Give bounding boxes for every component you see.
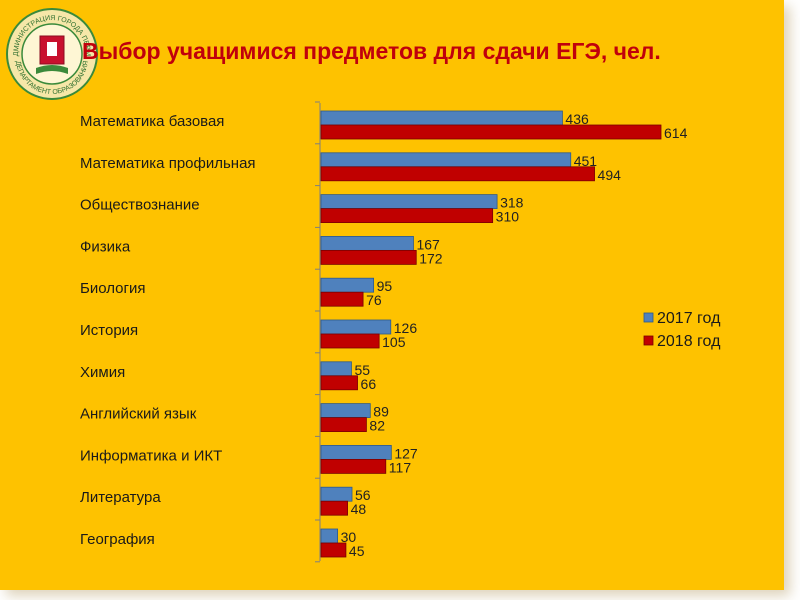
data-label: 127 <box>394 445 418 461</box>
bar-2018 <box>320 417 367 433</box>
legend-swatch-2018 <box>643 335 654 346</box>
data-label: 66 <box>361 376 377 392</box>
bar-2018 <box>320 500 348 516</box>
bar-2018 <box>320 458 387 474</box>
department-emblem-icon: АДМИНИСТРАЦИЯ ГОРОДА ПЕРМИ ДЕПАРТАМЕНТ О… <box>2 2 98 100</box>
data-label: 48 <box>351 501 367 517</box>
category-label: Математика базовая <box>80 113 224 130</box>
data-label: 318 <box>500 195 524 211</box>
category-label: Литература <box>80 489 161 506</box>
data-label: 172 <box>419 250 443 266</box>
category-label: Биология <box>80 280 145 297</box>
bar-2018 <box>320 249 417 265</box>
bar-2017 <box>320 194 498 210</box>
data-label: 56 <box>355 487 371 503</box>
data-label: 436 <box>565 111 589 127</box>
category-label: Математика профильная <box>80 155 256 172</box>
bar-2017 <box>320 444 392 460</box>
data-label: 126 <box>394 320 418 336</box>
bar-chart: Математика базовая 436 614 Математика профи… <box>80 101 721 563</box>
bar-2017 <box>320 486 353 502</box>
data-label: 55 <box>354 362 370 378</box>
data-label: 494 <box>598 167 622 183</box>
data-label: 451 <box>574 153 598 169</box>
legend-label-2017: 2017 год <box>657 310 721 327</box>
bar-2017 <box>320 403 371 419</box>
bar-2018 <box>320 208 494 224</box>
data-label: 117 <box>389 459 412 475</box>
data-label: 30 <box>341 529 357 545</box>
slide-background: АДМИНИСТРАЦИЯ ГОРОДА ПЕРМИ ДЕПАРТАМЕНТ О… <box>0 0 784 590</box>
bar-2017 <box>320 235 414 251</box>
data-label: 167 <box>416 236 440 252</box>
bar-2018 <box>320 166 595 182</box>
bar-2018 <box>320 291 364 307</box>
legend-swatch-2017 <box>643 312 654 323</box>
category-label: Обществознание <box>80 197 200 214</box>
bar-2018 <box>320 375 358 391</box>
category-label: Физика <box>80 238 131 255</box>
bar-2018 <box>320 124 662 140</box>
data-label: 82 <box>369 418 385 434</box>
category-label: География <box>80 531 155 548</box>
bar-2017 <box>320 319 392 335</box>
bar-2017 <box>320 361 352 377</box>
category-label: Химия <box>80 364 125 381</box>
legend-label-2018: 2018 год <box>657 333 721 350</box>
chart-title: Выбор учащимися предметов для сдачи ЕГЭ,… <box>82 38 661 64</box>
data-label: 614 <box>664 125 688 141</box>
bar-2017 <box>320 152 572 168</box>
data-label: 95 <box>377 278 393 294</box>
bar-2017 <box>320 528 339 544</box>
bar-2017 <box>320 277 375 293</box>
category-label: История <box>80 322 138 339</box>
bar-2018 <box>320 333 380 349</box>
data-label: 76 <box>366 292 382 308</box>
data-label: 310 <box>496 209 520 225</box>
bar-2018 <box>320 542 347 558</box>
data-label: 89 <box>373 404 389 420</box>
category-label: Английский язык <box>80 406 197 423</box>
data-label: 45 <box>349 543 365 559</box>
category-label: Информатика и ИКТ <box>80 447 222 464</box>
bar-2017 <box>320 110 563 126</box>
data-label: 105 <box>382 334 406 350</box>
